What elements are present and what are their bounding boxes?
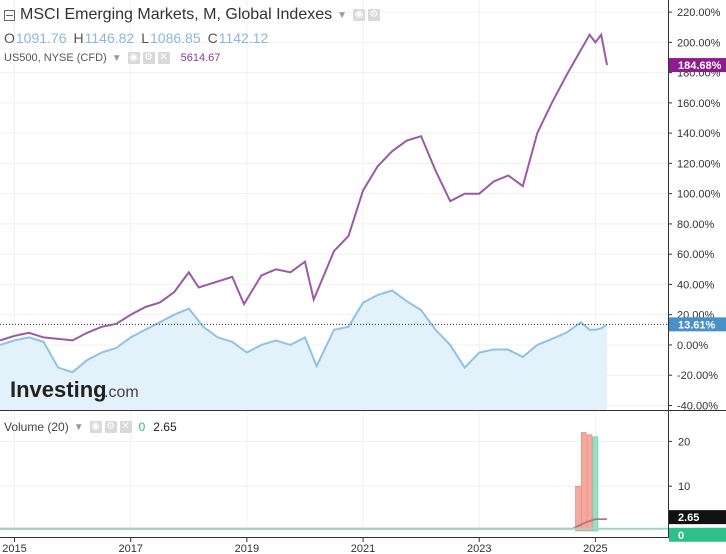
- compare-value: 5614.67: [180, 52, 221, 64]
- y-tick-label: -20.00%: [677, 370, 718, 382]
- collapse-toggle-icon[interactable]: [4, 9, 15, 21]
- close-value: 1142.12: [218, 30, 269, 46]
- investing-logo: Investing .com: [10, 377, 139, 402]
- compare-series-layer: [0, 32, 608, 342]
- main-last-badge: 13.61%: [678, 319, 716, 331]
- eye-icon[interactable]: ◉: [89, 421, 102, 433]
- volume-moving-average: [0, 518, 607, 530]
- y-tick-label: 220.00%: [677, 7, 721, 19]
- eye-icon[interactable]: ◉: [127, 52, 140, 64]
- high-value: 1146.82: [84, 30, 135, 46]
- price-grid: [0, 0, 668, 531]
- compare-label[interactable]: US500, NYSE (CFD): [4, 52, 107, 64]
- y-tick-label: 200.00%: [677, 37, 721, 49]
- low-value: 1086.85: [150, 30, 201, 46]
- instrument-title[interactable]: MSCI Emerging Markets, M, Global Indexes: [20, 6, 333, 23]
- open-value: 1091.76: [15, 30, 67, 46]
- compare-last-badge-bg: [669, 58, 726, 73]
- y-tick-label: 40.00%: [677, 279, 715, 291]
- main-series-line: [0, 289, 608, 374]
- open-key: O: [4, 30, 15, 46]
- volume-last-badge: 2.65: [678, 512, 699, 524]
- volume-last-badge-bg: [669, 510, 726, 525]
- ohlc-readout: O 1091.76 H 1146.82 L 1086.85 C 1142.12: [4, 30, 275, 46]
- x-tick-label: 2015: [2, 543, 26, 554]
- settings-icon[interactable]: ⚙: [142, 52, 155, 64]
- chevron-down-icon[interactable]: ▼: [337, 9, 348, 21]
- volume-value: 2.65: [153, 420, 177, 434]
- compare-series-line: [0, 32, 608, 342]
- instrument-legend: MSCI Emerging Markets, M, Global Indexes…: [4, 6, 383, 24]
- settings-icon[interactable]: ⚙: [368, 9, 381, 21]
- volume-zero-badge-bg: [669, 527, 726, 542]
- volume-legend: Volume (20) ▼ ◉ ⚙ ✕ 0 2.65: [4, 420, 177, 434]
- volume-grid: [0, 440, 668, 487]
- volume-label[interactable]: Volume (20): [4, 420, 69, 434]
- y-tick-label: 120.00%: [677, 158, 721, 170]
- y-tick-label: 160.00%: [677, 98, 721, 110]
- compare-last-badge: 184.68%: [678, 60, 722, 72]
- close-icon[interactable]: ✕: [119, 421, 132, 433]
- volume-zero-value: 0: [138, 420, 146, 434]
- y-tick-label: 80.00%: [677, 219, 715, 231]
- logo-suffix: .com: [104, 384, 139, 401]
- volume-tick-label: 10: [678, 481, 690, 493]
- logo-main: Investing: [10, 377, 107, 402]
- x-tick-label: 2017: [118, 543, 142, 554]
- x-tick-label: 2023: [467, 543, 491, 554]
- y-tick-label: 100.00%: [677, 189, 721, 201]
- y-tick-label: -40.00%: [677, 400, 718, 412]
- volume-zero-badge: 0: [678, 530, 684, 542]
- close-icon[interactable]: ✕: [157, 52, 170, 64]
- high-key: H: [73, 30, 84, 46]
- y-tick-label: 140.00%: [677, 128, 721, 140]
- x-tick-label: 2025: [583, 543, 607, 554]
- main-series-area: [0, 290, 607, 410]
- volume-bars-layer: [0, 432, 668, 532]
- close-key: C: [207, 30, 218, 46]
- volume-bar: [586, 434, 593, 532]
- compare-legend: US500, NYSE (CFD) ▼ ◉ ⚙ ✕ 5614.67: [4, 52, 220, 64]
- x-tick-label: 2021: [351, 543, 375, 554]
- y-tick-label: 0.00%: [677, 340, 708, 352]
- main-last-badge-bg: [669, 317, 726, 332]
- volume-bar: [592, 436, 599, 532]
- chevron-down-icon[interactable]: ▼: [111, 52, 122, 64]
- volume-tick-label: 20: [678, 436, 690, 448]
- chevron-down-icon[interactable]: ▼: [73, 421, 84, 433]
- x-tick-label: 2019: [235, 543, 259, 554]
- low-key: L: [141, 30, 149, 46]
- volume-bar: [575, 485, 581, 532]
- eye-icon[interactable]: ◉: [353, 9, 366, 21]
- settings-icon[interactable]: ⚙: [104, 421, 117, 433]
- y-tick-label: 60.00%: [677, 249, 715, 261]
- volume-bar: [580, 432, 587, 532]
